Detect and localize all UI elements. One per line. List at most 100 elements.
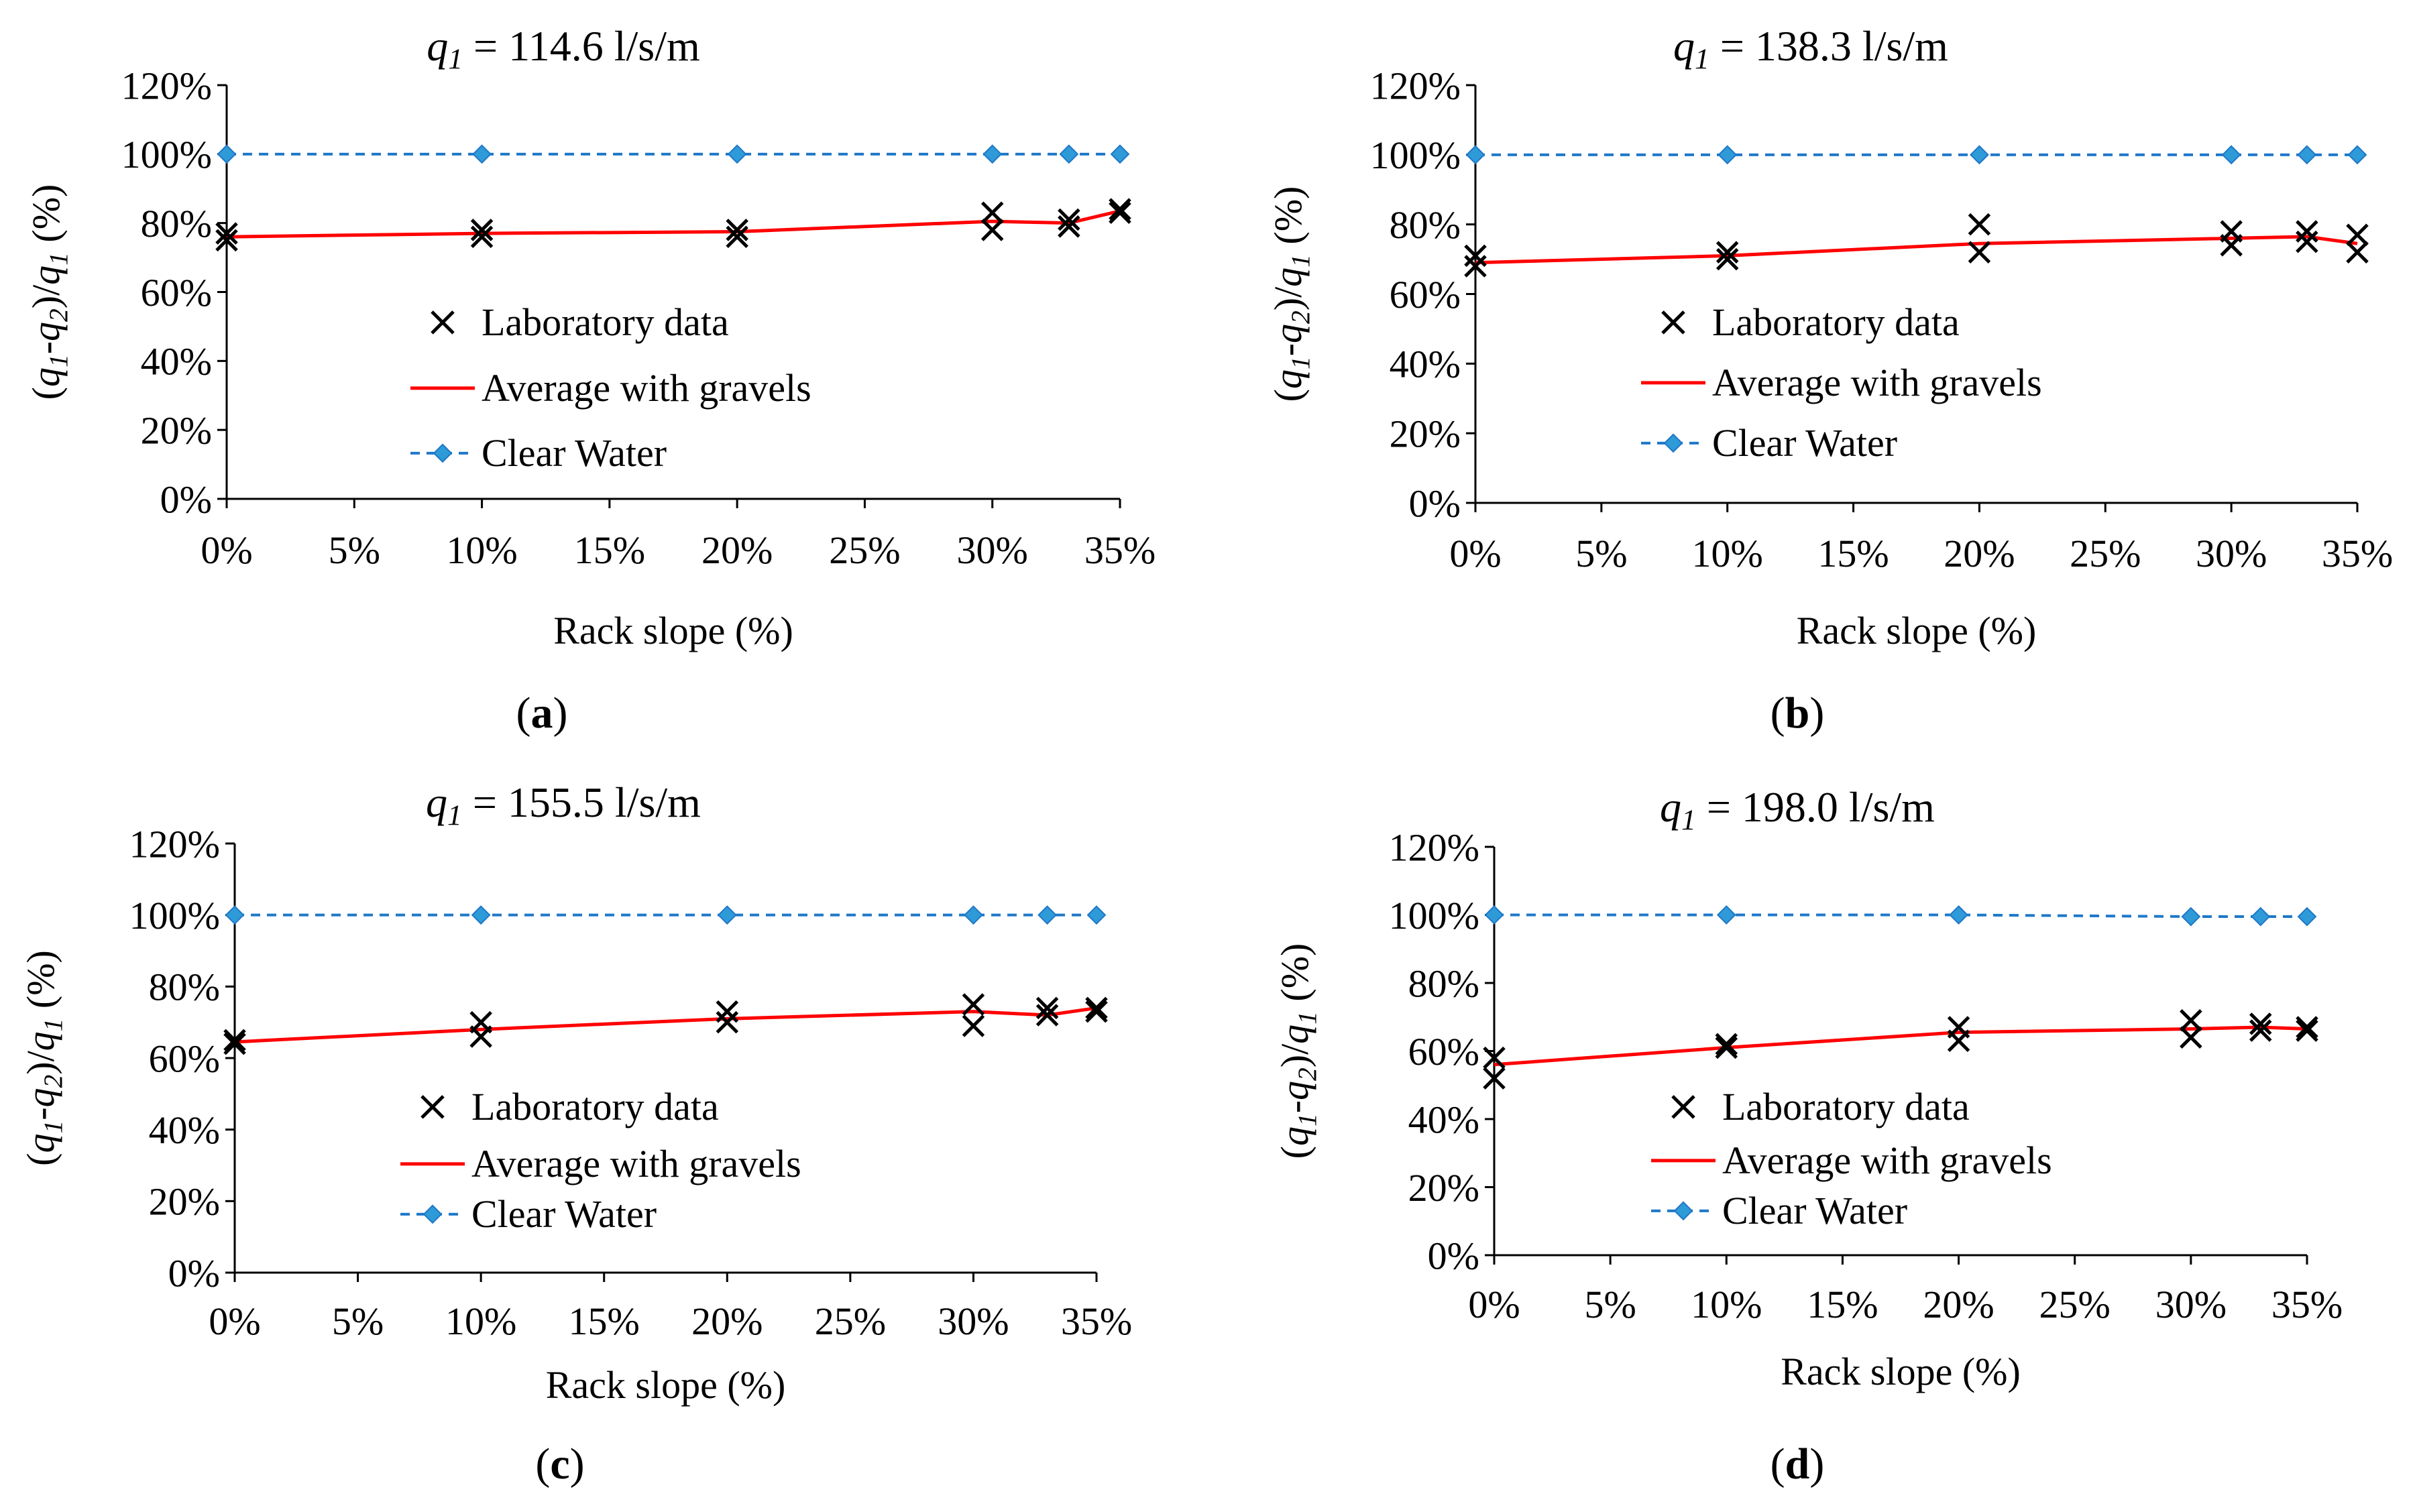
lab-data-point [1947, 1016, 1970, 1039]
x-tick-label: 20% [1923, 1283, 1994, 1326]
average-line [234, 1006, 1097, 1044]
clear-water-point [1465, 145, 1485, 165]
x-tick-label: 30% [938, 1299, 1009, 1343]
lab-data-point [1058, 215, 1080, 238]
lab-data-point [962, 993, 985, 1016]
lab-data-point [223, 1032, 246, 1055]
chart-panel-b: q1 = 138.3 l/s/m0%20%40%60%80%100%120%0%… [1266, 22, 2393, 738]
panel-label: (a) [516, 689, 568, 738]
y-tick-label: 60% [1390, 273, 1461, 316]
title-value: = 138.3 l/s/m [1709, 22, 1948, 70]
legend-average-label: Average with gravels [1722, 1139, 2052, 1182]
lab-data-point [1968, 241, 1991, 264]
x-tick-label: 15% [1807, 1283, 1878, 1326]
clear-water-point [1110, 144, 1130, 164]
clear-water-point [1949, 905, 1968, 925]
clear-water-point [964, 905, 983, 925]
y-tick-label: 40% [149, 1108, 220, 1152]
y-tick-label: 80% [141, 202, 212, 245]
lab-data-point [980, 219, 1004, 241]
legend-clear-label: Clear Water [482, 431, 667, 475]
y-tick-label: 80% [1390, 203, 1461, 247]
x-axis-label: Rack slope (%) [1797, 609, 2037, 652]
title-value: = 155.5 l/s/m [462, 778, 701, 826]
chart-panel-a: q1 = 114.6 l/s/m0%20%40%60%80%100%120%0%… [24, 22, 1156, 738]
lab-data-point [2249, 1019, 2272, 1042]
lab-data-point [1715, 1033, 1738, 1056]
clear-water-point [2181, 907, 2201, 927]
lab-data-point [2249, 1012, 2272, 1035]
lab-data-point [470, 225, 494, 249]
panel-label: (b) [1770, 689, 1825, 738]
chart-title: q1 = 114.6 l/s/m [427, 22, 700, 75]
lab-data-point [1483, 1046, 1506, 1069]
y-axis-label: (q1-q2)/q1 (%) [1266, 186, 1315, 402]
legend: Laboratory data Average with gravels Clear… [1651, 1085, 2052, 1232]
clear-water-point [225, 905, 245, 925]
y-tick-label: 40% [141, 340, 212, 384]
clear-water-point [2221, 145, 2241, 165]
y-tick-label: 80% [149, 966, 220, 1009]
title-subscript: 1 [1695, 43, 1709, 75]
x-tick-label: 10% [446, 528, 517, 572]
clear-water-point [471, 905, 491, 925]
y-axis-label: (q1-q2)/q1 (%) [24, 184, 73, 400]
panel-letter: c [550, 1440, 569, 1489]
x-tick-label: 25% [2039, 1283, 2111, 1326]
chart-panel-c: q1 = 155.5 l/s/m0%20%40%60%80%100%120%0%… [19, 778, 1132, 1489]
lab-data-point [2296, 1016, 2318, 1039]
chart-title: q1 = 138.3 l/s/m [1673, 22, 1948, 75]
y-tick-label: 0% [1409, 481, 1461, 525]
x-tick-label: 10% [1691, 1283, 1762, 1326]
clear-water-point [1484, 905, 1504, 925]
x-tick-label: 5% [332, 1299, 384, 1343]
lab-data-point [2296, 220, 2318, 243]
panel-label: (c) [535, 1440, 584, 1489]
y-tick-label: 120% [1370, 64, 1461, 107]
lab-data-point [1716, 241, 1739, 264]
title-subscript: 1 [447, 799, 462, 831]
chart-panel-d: q1 = 198.0 l/s/m0%20%40%60%80%100%120%0%… [1273, 783, 2343, 1489]
chart-title: q1 = 155.5 l/s/m [426, 778, 701, 831]
title-value: = 114.6 l/s/m [463, 22, 700, 70]
x-tick-label: 0% [1449, 532, 1501, 575]
lab-data-point [2180, 1009, 2202, 1032]
clear-water-point [1059, 144, 1079, 164]
y-tick-label: 20% [1390, 412, 1461, 455]
legend-clear-label: Clear Water [471, 1192, 657, 1236]
x-tick-label: 15% [1817, 532, 1889, 575]
x-tick-label: 5% [1584, 1283, 1636, 1326]
legend: Laboratory data Average with gravels Clear… [1641, 300, 2042, 465]
lab-data-point [1968, 213, 1991, 236]
chart-title: q1 = 198.0 l/s/m [1660, 783, 1935, 836]
lab-data-point [469, 1010, 492, 1034]
y-tick-label: 120% [129, 822, 220, 866]
lab-data-point [215, 222, 238, 245]
panel-letter: b [1785, 689, 1810, 738]
clear-water-point [472, 144, 492, 164]
legend: Laboratory data Average with gravels Clear… [400, 1085, 801, 1236]
x-tick-label: 25% [2070, 532, 2141, 575]
x-tick-label: 5% [329, 528, 380, 572]
clear-water-point [1718, 145, 1738, 165]
lab-data-point [1109, 198, 1131, 221]
average-line [226, 209, 1121, 239]
legend-lab-label: Laboratory data [1712, 300, 1960, 344]
lab-data-point [2180, 1026, 2202, 1049]
clear-water-point [2251, 907, 2271, 927]
x-tick-label: 35% [1061, 1299, 1132, 1343]
x-tick-label: 5% [1575, 532, 1627, 575]
legend-average-label: Average with gravels [471, 1142, 801, 1185]
y-axis-label: (q1-q2)/q1 (%) [1273, 943, 1322, 1159]
lab-data-point [223, 1029, 246, 1052]
y-tick-label: 100% [1389, 894, 1479, 937]
legend-lab-marker [420, 1095, 445, 1119]
average-line [1494, 1025, 2308, 1067]
lab-data-point [1085, 996, 1108, 1020]
clear-water-point [217, 144, 237, 164]
y-tick-label: 60% [149, 1037, 220, 1080]
x-tick-label: 25% [815, 1299, 886, 1343]
title-subscript: 1 [1681, 804, 1696, 836]
lab-data-point [2220, 220, 2243, 243]
